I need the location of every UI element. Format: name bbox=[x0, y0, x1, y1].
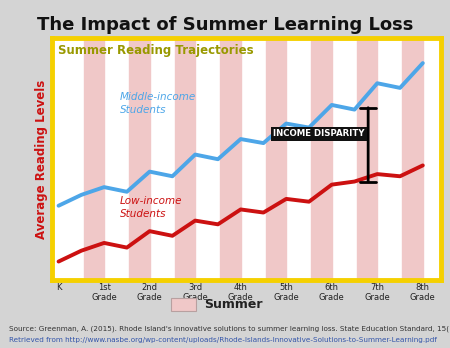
Text: The Impact of Summer Learning Loss: The Impact of Summer Learning Loss bbox=[37, 16, 413, 34]
Text: Low-income
Students: Low-income Students bbox=[120, 196, 182, 219]
Text: INCOME DISPARITY: INCOME DISPARITY bbox=[273, 129, 364, 139]
Text: Retrieved from http://www.nasbe.org/wp-content/uploads/Rhode-Islands-Innovative-: Retrieved from http://www.nasbe.org/wp-c… bbox=[9, 337, 437, 342]
Text: Summer Reading Trajectories: Summer Reading Trajectories bbox=[58, 44, 253, 57]
Text: Middle-income
Students: Middle-income Students bbox=[120, 92, 196, 115]
Bar bbox=[266, 38, 286, 280]
Bar bbox=[175, 38, 195, 280]
Text: Source: Greenman, A. (2015). Rhode Island's innovative solutions to summer learn: Source: Greenman, A. (2015). Rhode Islan… bbox=[9, 325, 450, 332]
Bar bbox=[129, 38, 150, 280]
Bar bbox=[402, 38, 423, 280]
Y-axis label: Average Reading Levels: Average Reading Levels bbox=[35, 80, 48, 239]
Bar bbox=[220, 38, 241, 280]
Bar bbox=[311, 38, 332, 280]
Bar bbox=[84, 38, 104, 280]
Text: Summer: Summer bbox=[204, 298, 262, 311]
Bar bbox=[357, 38, 377, 280]
